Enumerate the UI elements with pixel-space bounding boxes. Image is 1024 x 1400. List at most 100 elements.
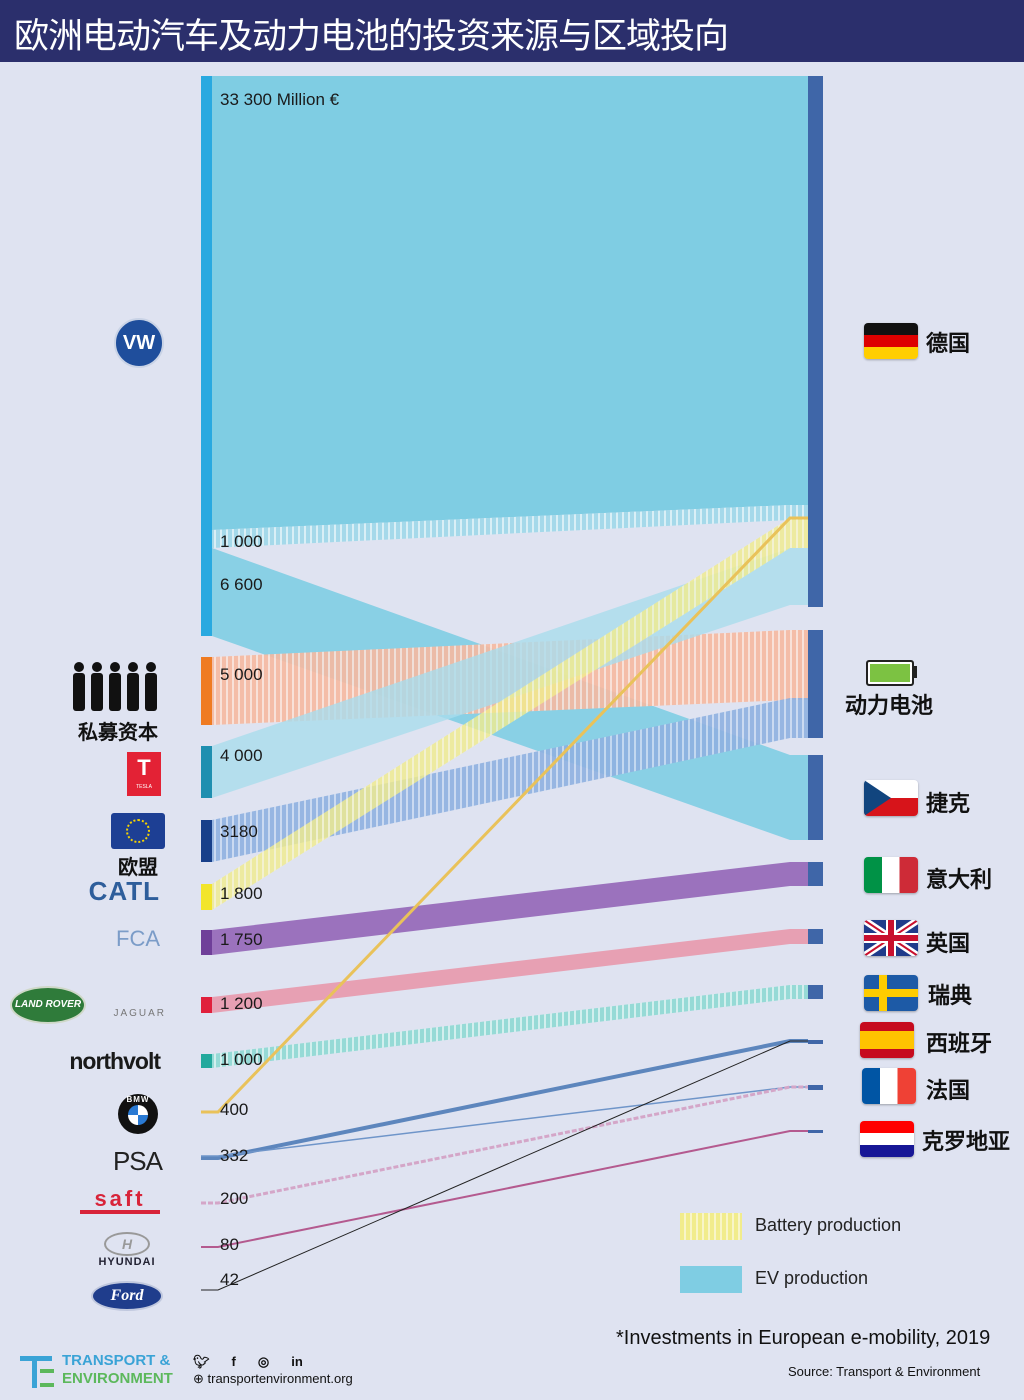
value-label-private: 5 000	[220, 665, 263, 684]
source-node-tesla	[201, 746, 212, 798]
title-bar: 欧洲电动汽车及动力电池的投资来源与区域投向	[0, 0, 1024, 62]
fca-logo: FCA	[116, 926, 160, 951]
website-link[interactable]: ⊕ transportenvironment.org	[193, 1371, 353, 1387]
psa-logo: PSA	[112, 1146, 163, 1176]
value-label-bmw: 400	[220, 1100, 249, 1119]
flow-bmw-to-de	[201, 516, 808, 1114]
target-node-se	[808, 985, 823, 999]
target-node-it	[808, 862, 823, 886]
battery-icon	[866, 660, 914, 686]
uk-flag-icon	[864, 920, 918, 956]
globe-icon: ⊕	[193, 1371, 208, 1386]
twitter-icon[interactable]: 🐦︎	[193, 1354, 210, 1369]
hyundai-logo: H HYUNDAI	[92, 1232, 162, 1268]
flow-saft-to-fr	[201, 1085, 808, 1205]
target-label-uk: 英国	[926, 932, 971, 957]
tesla-logo: T TESLA	[127, 752, 161, 796]
czech-flag-icon	[864, 780, 918, 816]
target-node-es	[808, 1040, 823, 1044]
sweden-flag-icon	[864, 975, 918, 1011]
footnote: *Investments in European e-mobility, 201…	[616, 1327, 991, 1349]
target-node-hr	[808, 1130, 823, 1133]
land-rover-logo: LAND ROVER	[10, 986, 86, 1024]
value-label-saft: 200	[220, 1189, 249, 1208]
saft-logo: saft	[80, 1188, 160, 1214]
value-label-northvolt: 1 000	[220, 1050, 263, 1069]
value-label-jlr: 1 200	[220, 994, 263, 1013]
flow-ford-to-es	[201, 1040, 808, 1291]
flow-vw-to-de	[212, 505, 808, 548]
value-label-psa: 332	[220, 1146, 249, 1165]
vw-logo-text: VW	[122, 332, 156, 354]
value-label-fca: 1 750	[220, 930, 263, 949]
italy-flag-icon	[864, 857, 918, 893]
value-label-vw-total: 33 300 Million €	[220, 90, 340, 109]
te-logo: TE	[20, 1356, 54, 1388]
target-label-germany: 德国	[926, 332, 971, 357]
target-node-uk	[808, 929, 823, 944]
flow-catl-to-de	[212, 518, 808, 910]
target-node-de	[808, 76, 823, 607]
target-node-cz	[808, 755, 823, 840]
source-node-eu	[201, 820, 212, 862]
flow-vw-to-de	[212, 76, 808, 530]
target-label-france: 法国	[926, 1079, 971, 1104]
vw-logo: VW	[114, 318, 164, 368]
eu-flag-icon	[111, 813, 165, 849]
ford-logo-text: Ford	[110, 1287, 144, 1304]
facebook-icon[interactable]: f	[231, 1354, 236, 1369]
battery-icon-terminal	[913, 666, 917, 678]
source-node-northvolt	[201, 1054, 212, 1068]
target-node-fr	[808, 1085, 823, 1090]
source-node-jlr	[201, 997, 212, 1013]
source-node-private	[201, 657, 212, 725]
chart-title: 欧洲电动汽车及动力电池的投资来源与区域投向	[14, 17, 729, 57]
legend-swatch-ev	[680, 1266, 742, 1293]
spain-flag-icon	[860, 1022, 914, 1058]
flow-hyundai-to-hr	[201, 1130, 808, 1248]
france-flag-icon	[862, 1068, 916, 1104]
germany-flag-icon	[864, 323, 918, 359]
target-label-croatia: 克罗地亚	[922, 1130, 1011, 1155]
linkedin-icon[interactable]: in	[291, 1354, 303, 1369]
instagram-icon[interactable]: ◎	[257, 1354, 270, 1369]
flow-northvolt-to-se	[212, 985, 808, 1068]
source-node-catl	[201, 884, 212, 910]
source-node-vw	[201, 76, 212, 636]
northvolt-logo: northvolt	[69, 1048, 161, 1074]
private-equity-icon	[70, 660, 160, 712]
eu-label: 欧盟	[118, 855, 158, 879]
flow-fca-to-it	[212, 862, 808, 955]
value-label-hyundai: 80	[220, 1235, 239, 1254]
value-label-vw-battery: 1 000	[220, 532, 263, 551]
catl-logo: CATL	[88, 876, 160, 906]
target-label-battery: 动力电池	[845, 694, 934, 719]
target-node-battery	[808, 630, 823, 738]
target-label-spain: 西班牙	[926, 1032, 993, 1057]
bmw-logo: BMW	[118, 1094, 158, 1134]
croatia-flag-icon	[860, 1121, 914, 1157]
value-label-eu: 3180	[220, 822, 258, 841]
legend-swatch-battery	[680, 1213, 742, 1240]
legend-label-ev: EV production	[755, 1268, 869, 1288]
hyundai-logo-text: HYUNDAI	[98, 1256, 156, 1268]
flow-psa-to-es	[201, 1039, 808, 1160]
land-rover-logo-text: LAND ROVER	[14, 999, 82, 1010]
source-node-fca	[201, 930, 212, 955]
target-label-sweden: 瑞典	[928, 984, 973, 1009]
target-label-czech: 捷克	[926, 792, 971, 817]
org-name-line1: TRANSPORT &	[62, 1352, 171, 1369]
ford-logo: Ford	[91, 1281, 163, 1311]
legend-label-battery: Battery production	[755, 1215, 902, 1235]
source-note: Source: Transport & Environment	[788, 1364, 981, 1379]
target-label-italy: 意大利	[926, 868, 993, 893]
private-equity-label: 私募资本	[78, 720, 158, 744]
org-name-line2: ENVIRONMENT	[62, 1370, 173, 1387]
flow-jlr-to-uk	[212, 929, 808, 1013]
value-label-catl: 1 800	[220, 884, 263, 903]
bmw-logo-text: BMW	[126, 1095, 150, 1104]
jaguar-logo: JAGUAR	[113, 1008, 166, 1019]
tesla-logo-text: TESLA	[136, 784, 152, 790]
website-text[interactable]: transportenvironment.org	[207, 1371, 353, 1386]
